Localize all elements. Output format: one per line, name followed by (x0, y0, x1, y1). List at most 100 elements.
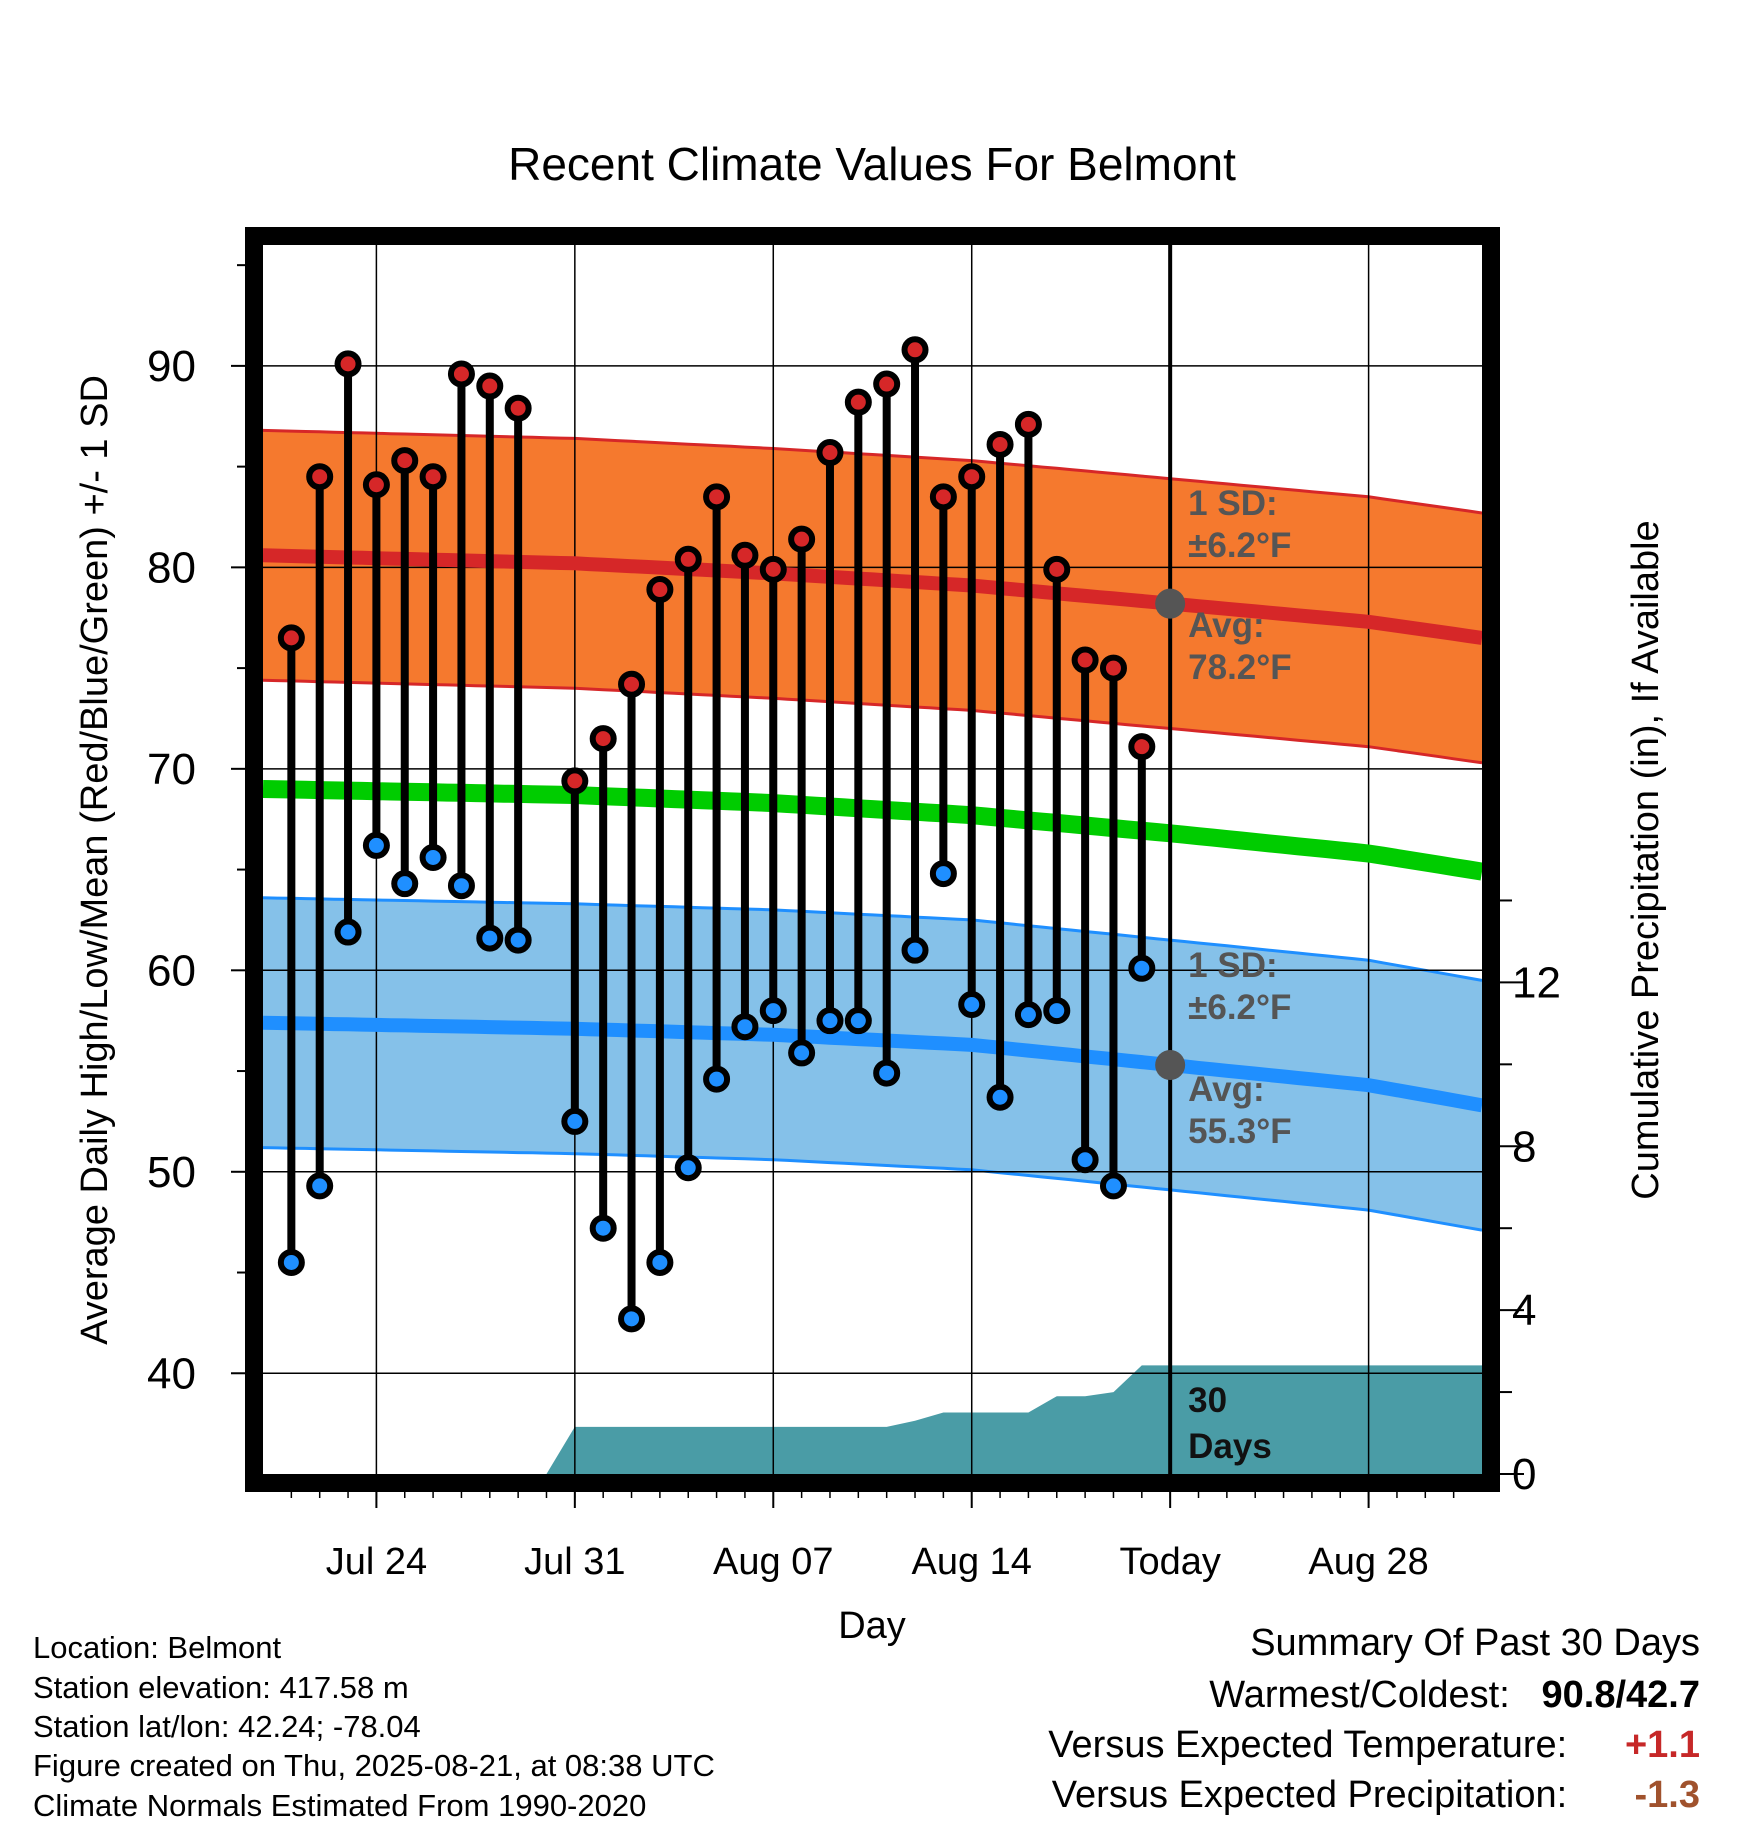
low-avg-label-line1: Avg: (1188, 1070, 1264, 1109)
y-axis-left: 40 50 60 70 80 90 (147, 264, 245, 1398)
low-point-2025-07-29 (504, 926, 532, 954)
x-tick-label-2025-07-24: Jul 24 (326, 1541, 427, 1583)
summary-temp-value: +1.1 (1624, 1724, 1700, 1766)
y-tick-label-90: 90 (147, 342, 196, 391)
low-point-2025-08-15 (986, 1083, 1014, 1111)
low-point-2025-07-23 (334, 918, 362, 946)
high-point-2025-08-16 (1014, 410, 1042, 438)
x-axis: Jul 24 Jul 31 Aug 07 Aug 14 Today Aug 28 (290, 1492, 1455, 1583)
low-point-2025-08-03 (646, 1248, 674, 1276)
high-point-2025-07-22 (306, 463, 334, 491)
high-point-2025-08-09 (816, 439, 844, 467)
high-point-2025-08-19 (1099, 654, 1127, 682)
high-point-2025-08-01 (589, 725, 617, 753)
plot-frame (245, 227, 1500, 1492)
low-point-2025-08-01 (589, 1214, 617, 1242)
summary-cold-value: 42.7 (1626, 1674, 1700, 1716)
high-sd-label-line1: 1 SD: (1188, 484, 1277, 523)
high-point-2025-08-18 (1071, 646, 1099, 674)
x-axis-title: Day (838, 1605, 906, 1647)
high-point-2025-08-14 (958, 463, 986, 491)
high-point-2025-08-10 (844, 388, 872, 416)
high-point-2025-08-05 (703, 483, 731, 511)
avg-high-line (263, 548, 1482, 645)
high-point-2025-07-28 (476, 372, 504, 400)
low-point-2025-08-16 (1014, 1001, 1042, 1029)
x-tick-label-2025-08-07: Aug 07 (713, 1541, 833, 1583)
low-sd-label-line2: ±6.2°F (1188, 988, 1291, 1027)
chart-title: Recent Climate Values For Belmont (508, 138, 1236, 190)
low-point-2025-08-10 (844, 1007, 872, 1035)
low-point-2025-07-26 (419, 843, 447, 871)
y-tick-label-70: 70 (147, 745, 196, 794)
y-tick-label-40: 40 (147, 1349, 196, 1398)
high-avg-label-line1: Avg: (1188, 606, 1264, 645)
y2-tick-label-12: 12 (1512, 958, 1561, 1007)
high-point-2025-08-12 (901, 336, 929, 364)
low-point-2025-08-18 (1071, 1146, 1099, 1174)
summary-warm-cold-label: Warmest/Coldest: (1209, 1674, 1510, 1716)
low-point-2025-08-05 (703, 1065, 731, 1093)
low-sd-label-line1: 1 SD: (1188, 946, 1277, 985)
low-point-2025-07-31 (561, 1107, 589, 1135)
high-sd-band-upper (263, 428, 1482, 515)
info-normals: Climate Normals Estimated From 1990-2020 (33, 1788, 647, 1823)
today-high-avg-marker (1155, 588, 1186, 619)
info-location: Location: Belmont (33, 1630, 282, 1665)
high-point-2025-08-20 (1128, 733, 1156, 761)
low-point-2025-08-06 (731, 1013, 759, 1041)
x-tick-label-2025-08-14: Aug 14 (911, 1541, 1031, 1583)
high-sd-label-line2: ±6.2°F (1188, 526, 1291, 565)
high-point-2025-07-27 (447, 360, 475, 388)
high-point-2025-08-04 (674, 545, 702, 573)
high-point-2025-08-02 (618, 670, 646, 698)
summary-sep: / (1615, 1674, 1627, 1716)
low-point-2025-08-07 (759, 997, 787, 1025)
high-point-2025-07-21 (277, 624, 305, 652)
low-sd-band-upper (263, 896, 1482, 982)
low-point-2025-08-19 (1099, 1172, 1127, 1200)
low-point-2025-08-20 (1128, 954, 1156, 982)
low-point-2025-08-12 (901, 936, 929, 964)
high-point-2025-08-17 (1043, 555, 1071, 583)
high-sd-band-lower (263, 678, 1482, 765)
y2-tick-label-0: 0 (1512, 1450, 1536, 1499)
y-tick-label-80: 80 (147, 543, 196, 592)
low-point-2025-07-27 (447, 872, 475, 900)
low-point-2025-07-28 (476, 924, 504, 952)
high-point-2025-08-06 (731, 541, 759, 569)
low-point-2025-07-22 (306, 1172, 334, 1200)
daily-bars (277, 336, 1156, 1333)
high-avg-label-line2: 78.2°F (1188, 648, 1292, 687)
summary-precip: Versus Expected Precipitation: -1.3 (1052, 1776, 1700, 1814)
x-tick-label-2025-08-21: Today (1119, 1541, 1220, 1583)
high-sd-band (263, 430, 1482, 763)
x-tick-label-2025-07-31: Jul 31 (524, 1541, 625, 1583)
low-point-2025-08-14 (958, 991, 986, 1019)
today-low-avg-marker (1155, 1050, 1186, 1081)
y-tick-label-60: 60 (147, 946, 196, 995)
low-point-2025-08-08 (788, 1039, 816, 1067)
summary-warm-cold: Warmest/Coldest: 90.8/42.7 (1209, 1676, 1700, 1714)
high-point-2025-08-15 (986, 430, 1014, 458)
low-sd-band-lower (263, 1146, 1482, 1232)
low-point-2025-08-04 (674, 1154, 702, 1182)
low-point-2025-08-09 (816, 1007, 844, 1035)
avg-low-line (263, 1015, 1482, 1113)
summary-precip-label: Versus Expected Precipitation: (1051, 1774, 1568, 1816)
low-avg-label-line2: 55.3°F (1188, 1112, 1292, 1151)
info-latlon: Station lat/lon: 42.24; -78.04 (33, 1709, 421, 1744)
high-point-2025-07-31 (561, 767, 589, 795)
low-point-2025-07-21 (277, 1248, 305, 1276)
high-point-2025-08-07 (759, 555, 787, 583)
high-point-2025-07-23 (334, 350, 362, 378)
days-label-line1: 30 (1188, 1381, 1227, 1420)
y2-tick-label-4: 4 (1512, 1286, 1536, 1335)
summary-temp-label: Versus Expected Temperature: (1048, 1724, 1568, 1766)
y-tick-label-50: 50 (147, 1148, 196, 1197)
info-created: Figure created on Thu, 2025-08-21, at 08… (33, 1748, 715, 1783)
low-point-2025-08-13 (929, 860, 957, 888)
low-point-2025-08-02 (618, 1305, 646, 1333)
